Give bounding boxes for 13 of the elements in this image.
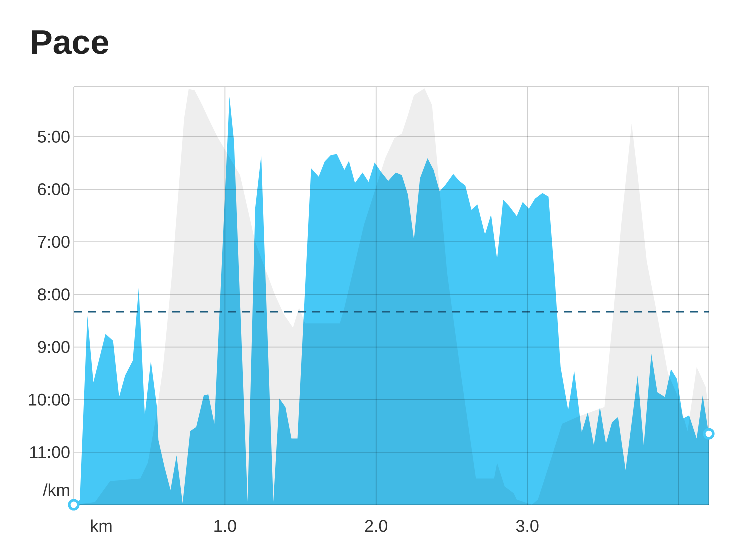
x-axis-title: km <box>91 520 112 532</box>
y-tick-label: 10:00 <box>29 394 70 406</box>
x-tick-label: 3.0 <box>516 520 539 532</box>
y-tick-label: 7:00 <box>38 236 70 248</box>
y-tick-label: 11:00 <box>30 446 70 458</box>
y-tick-label: 8:00 <box>38 288 70 301</box>
chart-title: Pace <box>32 30 108 54</box>
y-tick-label: 5:00 <box>38 130 70 143</box>
y-tick-label: 6:00 <box>38 184 70 196</box>
y-tick-label: 9:00 <box>38 341 70 354</box>
x-tick-label: 2.0 <box>365 520 388 532</box>
y-axis-title: /km <box>43 484 70 496</box>
x-tick-label: 1.0 <box>214 520 236 532</box>
